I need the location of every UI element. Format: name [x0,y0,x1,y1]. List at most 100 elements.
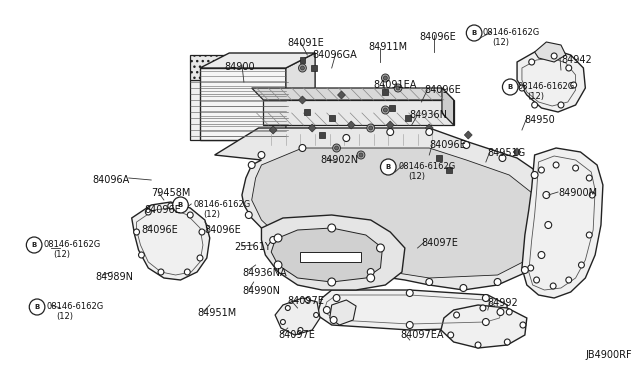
Text: (12): (12) [527,92,544,101]
Circle shape [376,244,385,252]
Circle shape [480,305,486,311]
Circle shape [494,279,501,285]
Text: 84096E: 84096E [141,225,178,235]
Text: (12): (12) [493,38,509,47]
Text: 84951M: 84951M [197,308,236,318]
Text: (12): (12) [56,312,74,321]
Polygon shape [269,126,277,134]
Text: 84097E: 84097E [278,330,315,340]
Polygon shape [132,202,210,280]
Circle shape [308,254,316,262]
Circle shape [483,295,489,301]
Circle shape [274,261,282,269]
Circle shape [553,162,559,168]
Circle shape [396,86,400,90]
Circle shape [248,161,255,169]
Polygon shape [337,91,346,99]
Circle shape [579,262,584,268]
Circle shape [528,265,534,271]
Text: 84091E: 84091E [288,38,324,48]
Polygon shape [317,290,508,330]
Circle shape [298,327,303,333]
Polygon shape [534,42,566,62]
Circle shape [426,279,433,285]
Circle shape [566,277,572,283]
Circle shape [550,283,556,289]
Polygon shape [389,105,395,111]
Circle shape [558,102,564,108]
Circle shape [534,277,540,283]
Polygon shape [446,167,452,173]
Circle shape [467,25,482,41]
Circle shape [299,144,306,151]
Text: 84096E: 84096E [419,32,456,42]
Polygon shape [252,148,540,278]
Polygon shape [442,88,454,125]
Circle shape [269,237,276,244]
Text: 84936N: 84936N [410,110,448,120]
Circle shape [538,251,545,259]
Text: 84900: 84900 [225,62,255,72]
Circle shape [369,126,372,130]
Circle shape [532,102,538,108]
Polygon shape [305,109,310,115]
Circle shape [551,53,557,59]
Text: 84950: 84950 [525,115,556,125]
Circle shape [314,312,319,317]
Circle shape [343,135,349,141]
Circle shape [545,221,552,228]
Polygon shape [300,57,305,63]
Circle shape [285,305,290,311]
Text: 84902N: 84902N [320,155,358,165]
Circle shape [145,209,151,215]
Circle shape [245,212,252,218]
Polygon shape [426,124,433,132]
Text: 84951G: 84951G [488,148,526,158]
Circle shape [394,84,402,92]
Circle shape [333,144,340,152]
Circle shape [138,252,145,258]
Circle shape [184,269,190,275]
Circle shape [571,82,577,88]
Circle shape [531,171,538,179]
Circle shape [330,317,337,324]
Text: B: B [386,164,391,170]
Polygon shape [311,65,317,71]
Polygon shape [465,131,472,139]
Text: B: B [508,84,513,90]
Text: B: B [31,242,36,248]
Circle shape [448,332,454,338]
Text: B: B [35,304,40,310]
Circle shape [586,232,592,238]
Circle shape [504,339,510,345]
Circle shape [380,159,396,175]
Polygon shape [252,88,454,100]
Polygon shape [522,148,603,298]
Circle shape [199,229,205,235]
Circle shape [522,266,528,273]
Text: B: B [178,202,183,208]
Circle shape [383,76,387,80]
Polygon shape [214,128,554,290]
Circle shape [26,237,42,253]
Text: 25161Y: 25161Y [234,242,271,252]
Polygon shape [275,298,320,335]
Text: 08146-6162G: 08146-6162G [483,28,540,37]
Circle shape [573,165,579,171]
Circle shape [383,108,387,112]
Text: 84096E: 84096E [429,140,466,150]
Circle shape [301,66,305,70]
Circle shape [381,74,389,82]
Polygon shape [405,115,411,121]
Polygon shape [200,53,315,68]
Polygon shape [298,96,307,104]
Circle shape [367,269,374,276]
Polygon shape [190,55,288,80]
Circle shape [381,106,389,114]
Circle shape [158,269,164,275]
Circle shape [323,307,330,314]
Polygon shape [264,100,454,125]
Polygon shape [441,305,527,348]
Circle shape [335,146,339,150]
Circle shape [328,224,335,232]
